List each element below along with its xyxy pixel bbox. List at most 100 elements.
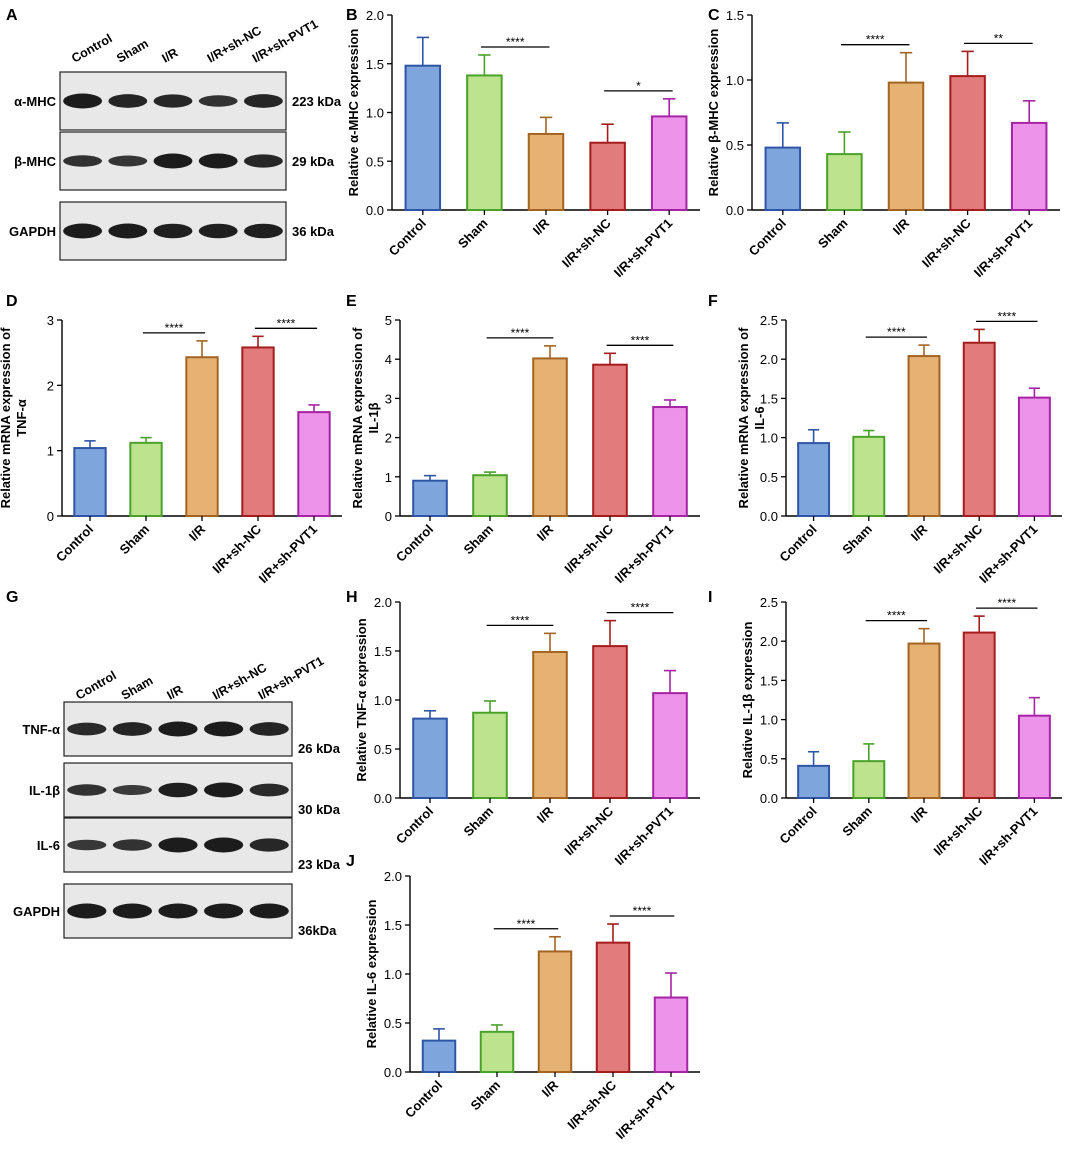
western-blots: Control Sham I/R I/R+sh-NCI/R+sh-PVT1 α-MHC 2… xyxy=(9,17,342,939)
x-tick-label: Sham xyxy=(815,216,851,252)
x-tick-label: I/R+sh-PVT1 xyxy=(612,804,677,869)
y-tick-label: 1.5 xyxy=(726,8,744,23)
blot-band xyxy=(108,223,148,239)
panel-label-f: F xyxy=(708,293,718,310)
panel-label-d: D xyxy=(6,293,18,310)
molecular-weight-label: 36 kDa xyxy=(292,224,335,239)
significance-label: **** xyxy=(633,904,652,918)
blot-band xyxy=(203,837,244,853)
blot-g-lane-labels: Control Sham I/R I/R+sh-NCI/R+sh-PVT1 xyxy=(73,654,326,703)
significance-label: **** xyxy=(887,325,906,339)
y-tick-label: 2.5 xyxy=(760,313,778,328)
bar xyxy=(1017,714,1051,799)
blot-a-row: α-MHC 223 kDa xyxy=(14,71,342,131)
y-tick-label: 1.5 xyxy=(374,644,392,659)
x-tick-label: I/R+sh-PVT1 xyxy=(611,216,676,281)
blot-a-lane-labels: Control Sham I/R I/R+sh-NCI/R+sh-PVT1 xyxy=(69,17,320,66)
x-tick-label: Sham xyxy=(455,216,491,252)
significance-label: **** xyxy=(165,321,184,335)
blot-band xyxy=(153,153,193,169)
x-tick-label: I/R xyxy=(186,521,209,544)
protein-label: IL-1β xyxy=(29,783,60,798)
significance-label: **** xyxy=(506,35,525,49)
y-tick-label: 0.0 xyxy=(366,203,384,218)
x-tick-label: Control xyxy=(393,522,436,565)
bar xyxy=(479,1030,515,1073)
y-tick-label: 0 xyxy=(47,509,54,524)
blot-band xyxy=(108,94,148,108)
y-tick-label: 3 xyxy=(47,313,54,328)
bar xyxy=(797,764,831,800)
bar xyxy=(962,631,996,799)
y-axis-label: Relative IL-6 expression xyxy=(364,900,379,1049)
x-tick-label: I/R+sh-NC xyxy=(561,803,616,858)
blot-band xyxy=(249,722,289,736)
blot-g-row: IL-6 23 kDa xyxy=(37,817,341,873)
lane-label: Control xyxy=(73,668,118,702)
blot-band xyxy=(203,782,244,798)
x-tick-label: Control xyxy=(776,804,819,847)
blot-a: Control Sham I/R I/R+sh-NCI/R+sh-PVT1 α-MHC 2… xyxy=(9,17,342,261)
lane-label: I/R xyxy=(160,45,181,65)
bar xyxy=(907,355,941,517)
chart-b: 0.0 0.5 1.0 1.5 2.0 Relative α-MHC expression… xyxy=(346,8,700,280)
x-tick-label: Sham xyxy=(839,522,875,558)
bar xyxy=(412,479,448,517)
y-tick-label: 2.0 xyxy=(374,595,392,610)
blot-band xyxy=(112,839,153,851)
x-tick-label: Sham xyxy=(116,522,152,558)
blot-band xyxy=(112,784,153,796)
y-tick-label: 2.5 xyxy=(760,595,778,610)
bar xyxy=(652,692,688,800)
bar xyxy=(653,996,689,1074)
panel-label-j: J xyxy=(346,853,355,870)
y-axis-label: Relative mRNA expression ofIL-1β xyxy=(350,327,381,509)
blot-band xyxy=(67,784,107,796)
protein-label: GAPDH xyxy=(9,224,56,239)
y-tick-label: 2.0 xyxy=(366,8,384,23)
bar xyxy=(764,146,802,212)
x-tick-label: I/R+sh-NC xyxy=(931,803,986,858)
x-tick-label: I/R+sh-NC xyxy=(561,521,616,576)
y-tick-label: 0.5 xyxy=(726,138,744,153)
panel-label-a: A xyxy=(6,7,18,24)
x-tick-label: I/R+sh-NC xyxy=(564,1077,619,1132)
y-tick-label: 3 xyxy=(385,391,392,406)
x-tick-label: I/R+sh-PVT1 xyxy=(256,522,321,587)
molecular-weight-label: 26 kDa xyxy=(298,741,341,756)
bar xyxy=(652,406,688,517)
y-axis-label-line: Relative mRNA expression of xyxy=(736,327,751,509)
blot-band xyxy=(198,223,238,239)
significance-label: **** xyxy=(511,613,530,627)
bar xyxy=(852,760,886,799)
protein-label: β-MHC xyxy=(14,154,56,169)
blot-a-row: GAPDH 36 kDa xyxy=(9,201,335,261)
blot-g-row: GAPDH 36kDa xyxy=(13,883,337,939)
blot-g: Control Sham I/R I/R+sh-NCI/R+sh-PVT1TNF-α2… xyxy=(13,654,341,939)
y-axis-label: Relative mRNA expression ofTNF-α xyxy=(0,327,29,509)
molecular-weight-label: 223 kDa xyxy=(292,94,342,109)
y-tick-label: 1.5 xyxy=(760,673,778,688)
blot-band xyxy=(249,903,289,919)
blot-a-row: β-MHC 29 kDa xyxy=(14,131,335,191)
x-tick-label: I/R xyxy=(890,215,913,238)
blot-band xyxy=(158,721,198,737)
panel-label-h: H xyxy=(346,589,358,606)
blot-g-row: IL-1β 30 kDa xyxy=(29,762,341,818)
bar xyxy=(472,474,508,517)
y-tick-label: 1 xyxy=(385,470,392,485)
chart-i: 0.0 0.5 1.0 1.5 2.0 2.5 Relative IL-1β express… xyxy=(740,595,1062,868)
y-tick-label: 0.5 xyxy=(384,1016,402,1031)
chart-j: 0.0 0.5 1.0 1.5 2.0 Relative IL-6 expression C… xyxy=(364,869,700,1142)
y-axis-label: Relative α-MHC expression xyxy=(346,29,361,197)
blot-band xyxy=(158,903,198,919)
blot-band xyxy=(67,903,107,919)
x-tick-label: Control xyxy=(53,522,96,565)
y-axis-label: Relative TNF-α expression xyxy=(354,618,369,781)
blot-band xyxy=(63,155,103,167)
y-tick-label: 0.5 xyxy=(374,742,392,757)
y-tick-label: 0.5 xyxy=(760,752,778,767)
x-tick-label: I/R+sh-NC xyxy=(559,215,614,270)
bar xyxy=(797,442,831,518)
x-tick-label: I/R+sh-PVT1 xyxy=(976,804,1041,869)
